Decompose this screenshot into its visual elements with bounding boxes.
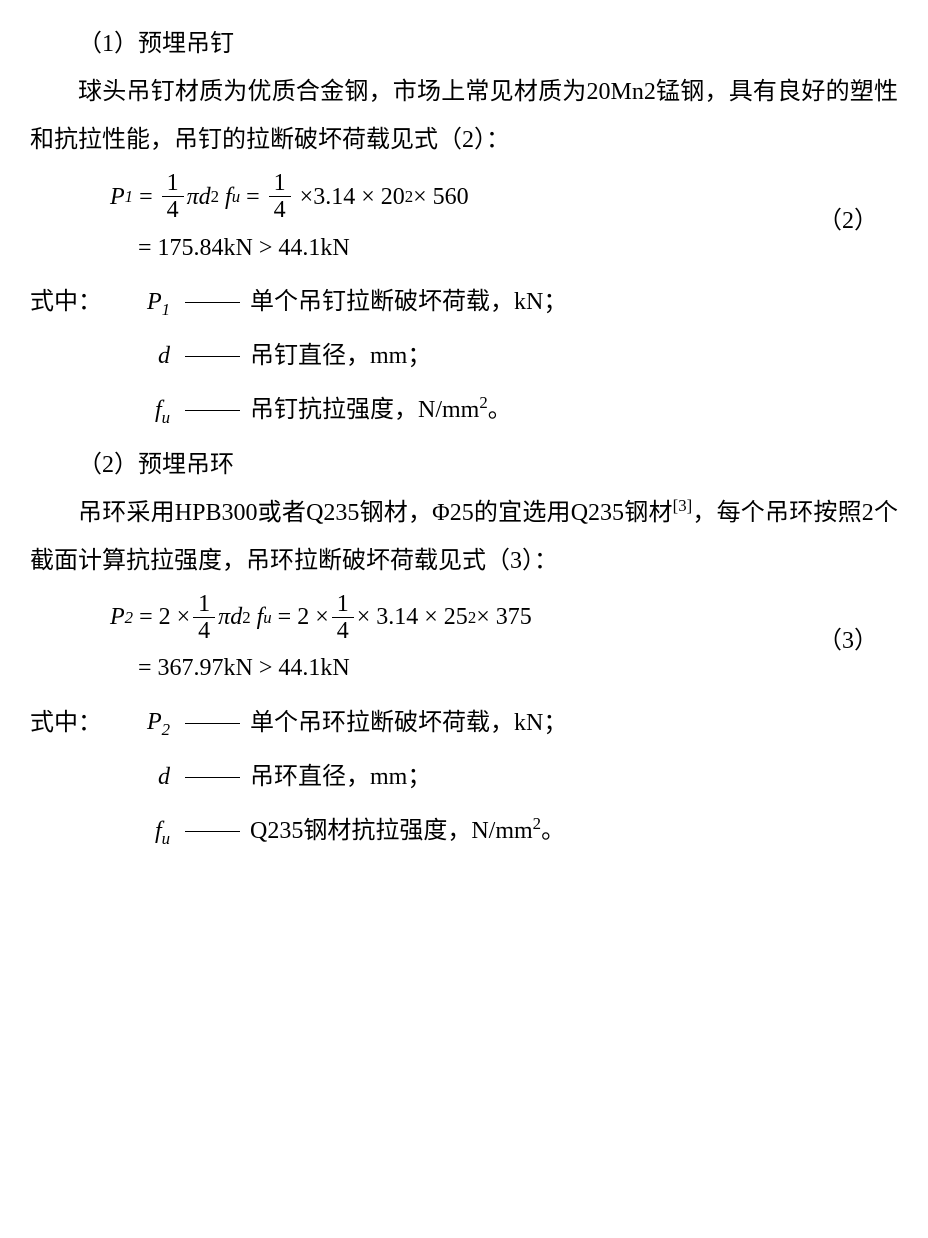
section-1-paragraph: 球头吊钉材质为优质合金钢，市场上常见材质为20Mn2锰钢，具有良好的塑性和抗拉性… [30, 68, 898, 164]
section-1-heading: （1）预埋吊钉 [30, 20, 898, 68]
fraction-icon: 14 [193, 591, 215, 645]
where2-r3-desc: 吊钉抗拉强度，N/mm2。 [250, 386, 898, 434]
fraction-icon: 14 [332, 591, 354, 645]
where2-r1-desc: 单个吊钉拉断破坏荷载，kN； [250, 278, 898, 326]
where2-r2-desc: 吊钉直径，mm； [250, 332, 898, 380]
equation-3-content: P2 = 2 × 14 πd2 fu = 2 × 14 × 3.14 × 252… [30, 591, 818, 693]
equation-2-label: （2） [818, 197, 898, 245]
eq2-symbol: P [110, 173, 125, 221]
equation-3-label: （3） [818, 617, 898, 665]
where-lead: 式中： [30, 278, 110, 326]
section-2-paragraph: 吊环采用HPB300或者Q235钢材，Φ25的宜选用Q235钢材[3]，每个吊环… [30, 489, 898, 585]
where3-r2-sym: d [110, 753, 180, 801]
fraction-icon: 14 [162, 170, 184, 224]
fraction-icon: 14 [269, 170, 291, 224]
where3-r1-desc: 单个吊环拉断破坏荷载，kN； [250, 699, 898, 747]
equation-3: P2 = 2 × 14 πd2 fu = 2 × 14 × 3.14 × 252… [30, 591, 898, 693]
where2-r2-sym: d [110, 332, 180, 380]
where-lead: 式中： [30, 699, 110, 747]
eq2-subscript: 1 [125, 180, 133, 214]
where-block-2: 式中： P1 单个吊钉拉断破坏荷载，kN； d 吊钉直径，mm； fu 吊钉抗拉… [30, 278, 898, 435]
equation-2-content: P1 = 14 πd2 fu = 14 × 3.14 × 202 × 560 =… [30, 170, 818, 272]
citation: [3] [673, 496, 693, 515]
equation-2: P1 = 14 πd2 fu = 14 × 3.14 × 202 × 560 =… [30, 170, 898, 272]
where-block-3: 式中： P2 单个吊环拉断破坏荷载，kN； d 吊环直径，mm； fu Q235… [30, 698, 898, 855]
section-2-heading: （2）预埋吊环 [30, 441, 898, 489]
eq3-result: = 367.97kN > 44.1kN [138, 644, 350, 692]
where3-r2-desc: 吊环直径，mm； [250, 753, 898, 801]
eq2-result: = 175.84kN > 44.1kN [138, 224, 350, 272]
where3-r3-desc: Q235钢材抗拉强度，N/mm2。 [250, 807, 898, 855]
